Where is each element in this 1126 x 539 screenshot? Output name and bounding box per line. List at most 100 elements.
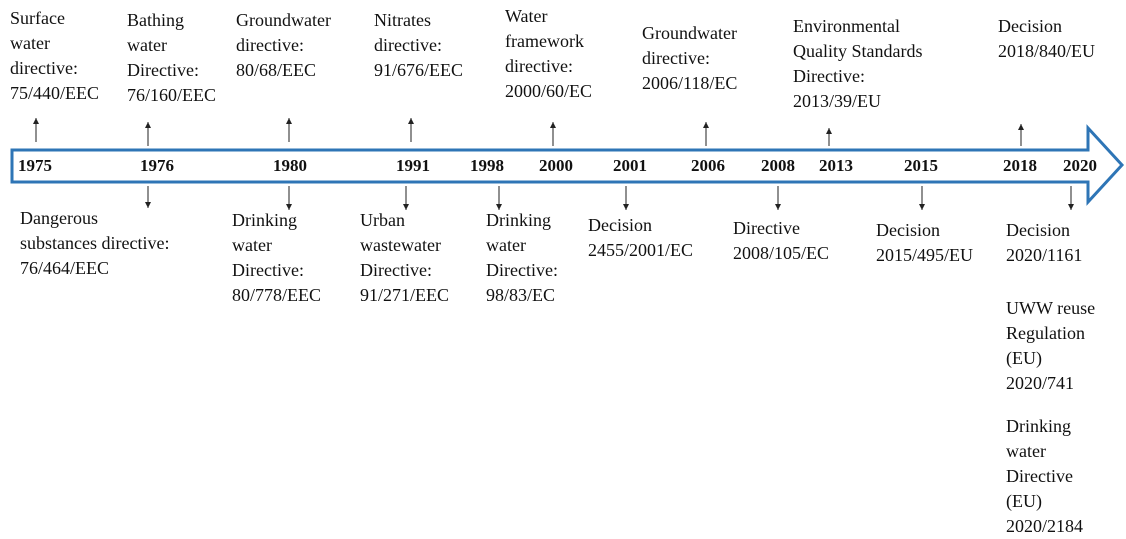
below-event: Urban wastewater Directive: 91/271/EEC: [360, 210, 449, 305]
event-line: Drinking: [486, 210, 551, 230]
below-event: Decision 2015/495/EU: [876, 220, 973, 265]
event-line: 76/464/EEC: [20, 258, 109, 278]
year-label: 2008: [761, 156, 795, 175]
event-line: water: [10, 33, 50, 53]
event-line: 2015/495/EU: [876, 245, 973, 265]
event-line: Regulation: [1006, 323, 1085, 343]
event-line: water: [127, 35, 167, 55]
event-arrowhead: [286, 118, 292, 124]
above-event: Decision 2018/840/EU: [998, 16, 1095, 61]
event-line: Decision: [876, 220, 940, 240]
event-arrowhead: [408, 118, 414, 124]
event-line: (EU): [1006, 491, 1042, 512]
above-event: Environmental Quality Standards Directive:…: [793, 16, 922, 111]
year-label: 2018: [1003, 156, 1037, 175]
event-line: Drinking: [232, 210, 297, 230]
event-line: Surface: [10, 8, 65, 28]
event-arrowhead: [703, 122, 709, 128]
above-event: Nitrates directive: 91/676/EEC: [374, 10, 463, 80]
event-line: Urban: [360, 210, 405, 230]
event-arrowhead: [403, 204, 409, 210]
event-arrowhead: [145, 202, 151, 208]
year-label: 2001: [613, 156, 647, 175]
event-line: 91/676/EEC: [374, 60, 463, 80]
above-event: Surface water directive: 75/440/EEC: [10, 8, 99, 103]
event-line: Environmental: [793, 16, 900, 36]
event-arrowhead: [1018, 124, 1024, 130]
event-line: water: [1006, 441, 1046, 461]
event-line: Dangerous: [20, 208, 98, 228]
event-arrowhead: [775, 204, 781, 210]
event-arrowhead: [286, 204, 292, 210]
event-line: 2020/1161: [1006, 245, 1082, 265]
event-line: Nitrates: [374, 10, 431, 30]
event-arrowhead: [33, 118, 39, 124]
below-event: Directive 2008/105/EC: [733, 218, 829, 263]
year-label: 1998: [470, 156, 504, 175]
event-line: Directive:: [360, 260, 432, 280]
event-arrowhead: [623, 204, 629, 210]
below-event: Drinking water Directive: 98/83/EC: [486, 210, 558, 305]
event-line: Groundwater: [236, 10, 331, 30]
event-line: UWW reuse: [1006, 298, 1095, 318]
event-line: directive:: [236, 35, 304, 55]
event-line: 76/160/EEC: [127, 85, 216, 105]
below-event: Dangerous substances directive: 76/464/EEC: [20, 208, 169, 278]
year-label: 2020: [1063, 156, 1097, 175]
event-line: Decision: [998, 16, 1062, 36]
year-label: 1976: [140, 156, 174, 175]
event-line: Bathing: [127, 10, 184, 30]
above-event: Water framework directive: 2000/60/EC: [505, 6, 592, 101]
event-line: 2000/60/EC: [505, 81, 592, 101]
event-line: Directive: [1006, 466, 1073, 486]
year-label: 2013: [819, 156, 853, 175]
year-label: 2006: [691, 156, 725, 175]
event-arrowhead: [1068, 204, 1074, 210]
event-line: Drinking: [1006, 416, 1071, 436]
below-event: Decision 2455/2001/EC: [588, 215, 693, 260]
event-line: 2008/105/EC: [733, 243, 829, 263]
event-line: Groundwater: [642, 23, 737, 43]
above-event: Groundwater directive: 2006/118/EC: [642, 23, 737, 93]
event-line: water: [232, 235, 272, 255]
event-line: 98/83/EC: [486, 285, 555, 305]
event-line: directive:: [642, 48, 710, 68]
event-line: framework: [505, 31, 584, 51]
event-line: Directive:: [793, 66, 865, 86]
below-event: Decision 2020/1161: [1006, 220, 1082, 265]
event-line: water: [486, 235, 526, 255]
event-arrowhead: [496, 204, 502, 210]
event-line: 2006/118/EC: [642, 73, 737, 93]
above-event: Groundwater directive: 80/68/EEC: [236, 10, 331, 80]
event-line: Directive: [733, 218, 800, 238]
event-line: directive:: [374, 35, 442, 55]
below-event: UWW reuse Regulation (EU) 2020/741: [1006, 298, 1095, 393]
event-line: 2020/741: [1006, 373, 1074, 393]
below-event: Drinking water Directive: 80/778/EEC: [232, 210, 321, 305]
year-label: 1980: [273, 156, 307, 175]
above-event: Bathing water Directive: 76/160/EEC: [127, 10, 216, 105]
event-line: substances directive:: [20, 233, 169, 253]
event-line: 2455/2001/EC: [588, 240, 693, 260]
event-line: 75/440/EEC: [10, 83, 99, 103]
event-line: 2013/39/EU: [793, 91, 881, 111]
event-arrowhead: [550, 122, 556, 128]
event-line: Directive:: [232, 260, 304, 280]
event-line: Directive:: [127, 60, 199, 80]
timeline-arrow: [10, 124, 1125, 206]
event-line: 80/778/EEC: [232, 285, 321, 305]
year-label: 2015: [904, 156, 938, 175]
below-event: Drinking water Directive (EU) 2020/2184: [1006, 416, 1083, 536]
event-line: Decision: [1006, 220, 1070, 240]
event-arrowhead: [826, 128, 832, 134]
event-line: wastewater: [360, 235, 441, 255]
event-line: (EU): [1006, 348, 1042, 369]
event-line: 2018/840/EU: [998, 41, 1095, 61]
year-label: 1975: [18, 156, 52, 175]
event-line: directive:: [505, 56, 573, 76]
event-line: 2020/2184: [1006, 516, 1083, 536]
event-line: 80/68/EEC: [236, 60, 316, 80]
event-line: Quality Standards: [793, 41, 922, 61]
event-arrowhead: [145, 122, 151, 128]
